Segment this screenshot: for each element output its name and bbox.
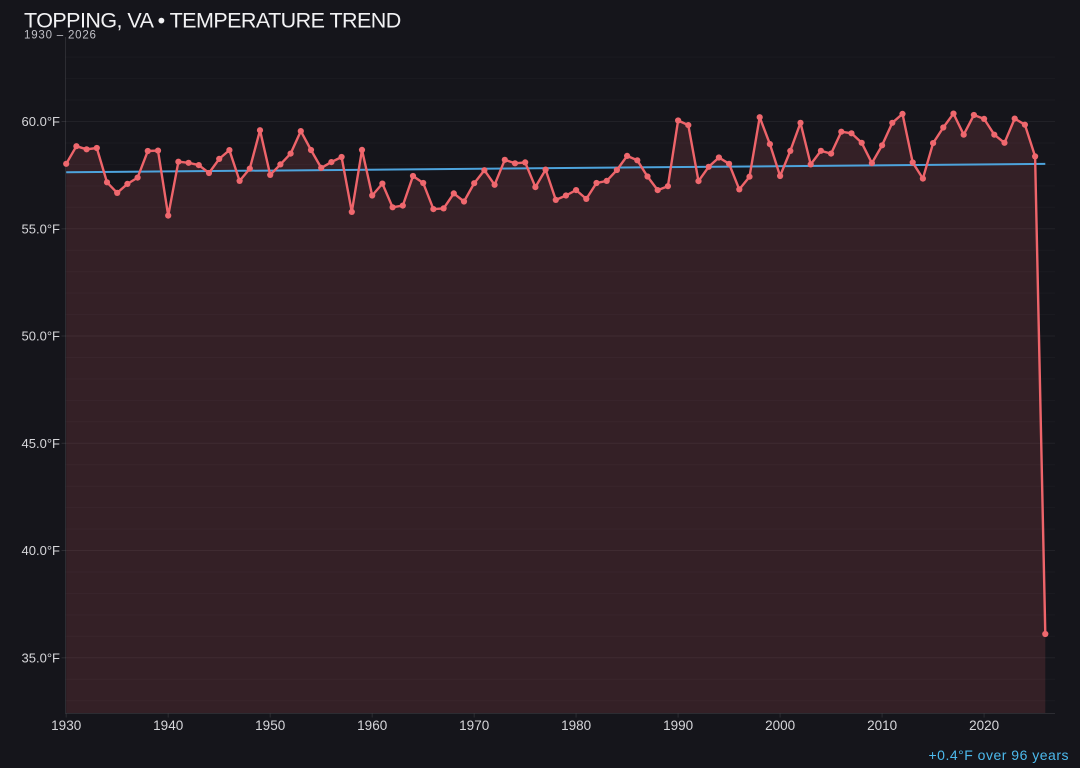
svg-text:2010: 2010: [867, 718, 897, 733]
svg-text:35.0°F: 35.0°F: [22, 650, 61, 665]
svg-text:55.0°F: 55.0°F: [22, 221, 61, 236]
svg-text:1970: 1970: [459, 718, 489, 733]
svg-text:2020: 2020: [969, 718, 999, 733]
svg-text:TOPPING, VA • TEMPERATURE TREN: TOPPING, VA • TEMPERATURE TREND: [24, 9, 401, 33]
svg-text:1980: 1980: [561, 718, 591, 733]
svg-text:1930: 1930: [51, 718, 81, 733]
svg-text:60.0°F: 60.0°F: [22, 114, 61, 129]
svg-text:40.0°F: 40.0°F: [22, 543, 61, 558]
svg-text:1960: 1960: [357, 718, 387, 733]
svg-text:45.0°F: 45.0°F: [22, 436, 61, 451]
svg-text:1940: 1940: [153, 718, 183, 733]
svg-text:+0.4°F over 96 years: +0.4°F over 96 years: [929, 747, 1070, 763]
svg-text:1950: 1950: [255, 718, 285, 733]
svg-text:1930 – 2026: 1930 – 2026: [24, 30, 97, 42]
svg-text:2000: 2000: [765, 718, 795, 733]
svg-text:50.0°F: 50.0°F: [22, 329, 61, 344]
svg-text:1990: 1990: [663, 718, 693, 733]
